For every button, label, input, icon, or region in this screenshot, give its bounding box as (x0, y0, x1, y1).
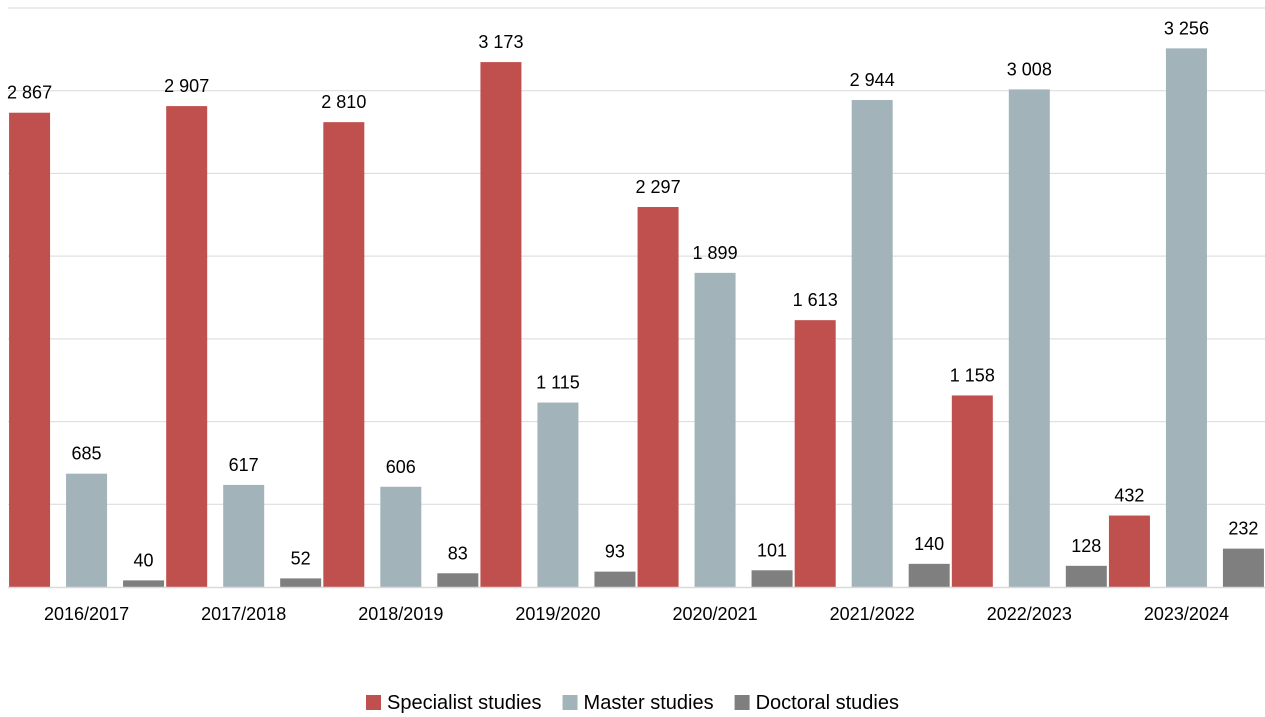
bar-3-6 (908, 563, 950, 587)
data-label-2-7: 3 008 (1007, 59, 1052, 79)
data-label-1-6: 1 613 (793, 290, 838, 310)
data-label-2-2: 617 (229, 455, 259, 475)
legend: Specialist studies Master studies Doctoral… (366, 692, 899, 714)
data-label-1-2: 2 907 (164, 76, 209, 96)
data-label-1-8: 432 (1114, 486, 1144, 506)
data-label-3-4: 93 (605, 542, 625, 562)
data-label-2-4: 1 115 (536, 373, 580, 393)
bar-3-4 (594, 571, 636, 587)
data-label-2-1: 685 (72, 444, 102, 464)
x-tick-label-3: 2018/2019 (358, 604, 443, 624)
x-tick-label-1: 2016/2017 (44, 604, 129, 624)
bar-3-2 (280, 578, 322, 587)
data-label-3-1: 40 (134, 550, 154, 570)
bar-3-8 (1222, 548, 1264, 587)
x-tick-label-5: 2020/2021 (673, 604, 758, 624)
bar-3-3 (437, 573, 479, 587)
bars (9, 48, 1264, 588)
bar-2-2 (223, 484, 265, 587)
data-label-1-5: 2 297 (636, 177, 681, 197)
data-label-2-8: 3 256 (1164, 18, 1209, 38)
legend-swatch-2 (562, 695, 578, 710)
legend-swatch-3 (734, 695, 750, 710)
bar-2-3 (380, 486, 422, 587)
bar-2-7 (1008, 89, 1050, 587)
data-label-3-8: 232 (1228, 519, 1258, 539)
bar-2-8 (1165, 48, 1207, 588)
data-label-3-7: 128 (1071, 536, 1101, 556)
bar-3-1 (123, 580, 165, 587)
gridlines (8, 7, 1265, 505)
legend-swatch-1 (366, 695, 381, 710)
x-tick-label-4: 2019/2020 (515, 604, 600, 624)
bar-1-8 (1108, 515, 1150, 587)
bar-2-5 (694, 272, 736, 587)
data-label-2-3: 606 (386, 457, 416, 477)
bar-1-5 (637, 207, 679, 588)
legend-label-3: Doctoral studies (756, 692, 899, 714)
x-tick-labels: 2016/2017 2017/2018 2018/2019 2019/2020 2020… (44, 604, 1229, 624)
bar-1-6 (794, 320, 836, 587)
x-tick-label-7: 2022/2023 (987, 604, 1072, 624)
data-label-3-6: 140 (914, 534, 944, 554)
data-label-3-3: 83 (448, 543, 468, 563)
data-label-1-7: 1 158 (950, 365, 995, 385)
bar-1-2 (166, 106, 208, 587)
data-labels: 2 867 685 40 2 907 617 52 2 810 606 83 3 173 1 115… (7, 18, 1258, 570)
bar-1-1 (9, 112, 51, 588)
x-tick-label-6: 2021/2022 (830, 604, 915, 624)
bar-3-5 (751, 570, 793, 587)
data-label-2-6: 2 944 (850, 70, 895, 90)
data-label-1-1: 2 867 (7, 83, 52, 103)
bar-2-4 (537, 402, 579, 587)
bar-1-4 (480, 62, 522, 587)
data-label-1-4: 3 173 (478, 32, 523, 52)
legend-label-1: Specialist studies (387, 692, 542, 714)
bar-3-7 (1065, 565, 1107, 587)
x-tick-label-8: 2023/2024 (1144, 604, 1229, 624)
data-label-1-3: 2 810 (321, 92, 366, 112)
data-label-2-5: 1 899 (693, 243, 738, 263)
data-label-3-5: 101 (757, 540, 787, 560)
x-tick-label-2: 2017/2018 (201, 604, 286, 624)
data-label-3-2: 52 (291, 548, 311, 568)
bar-2-6 (851, 99, 893, 588)
bar-1-7 (951, 395, 993, 587)
bar-2-1 (66, 473, 108, 587)
bar-1-3 (323, 122, 365, 587)
legend-label-2: Master studies (584, 692, 714, 714)
